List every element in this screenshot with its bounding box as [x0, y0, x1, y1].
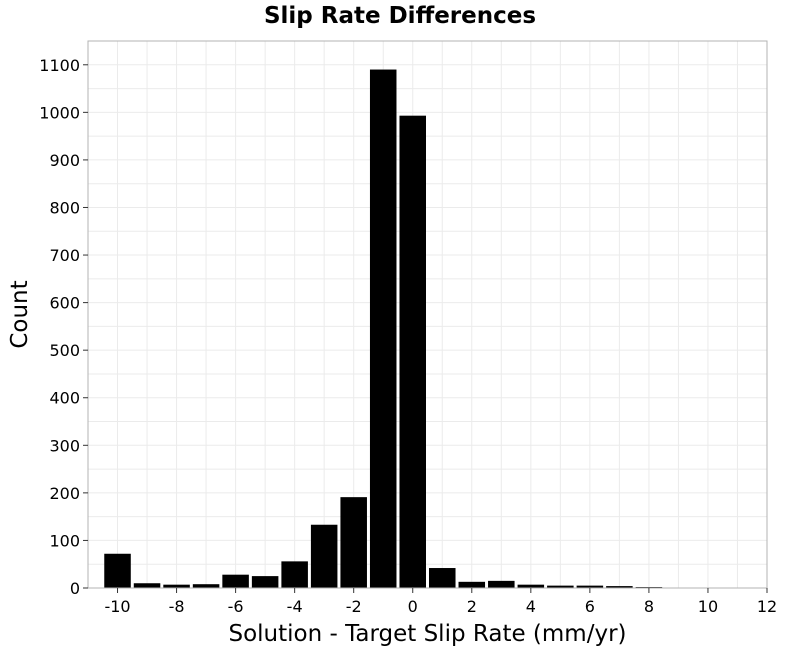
x-tick-label: -2	[346, 597, 362, 616]
histogram-bar	[576, 585, 604, 588]
y-tick-label: 500	[49, 341, 80, 360]
x-tick-label: 12	[757, 597, 777, 616]
y-tick-label: 800	[49, 198, 80, 217]
y-tick-label: 300	[49, 436, 80, 455]
histogram-bar	[429, 568, 456, 588]
histogram-bar	[192, 584, 220, 588]
x-tick-label: -4	[287, 597, 303, 616]
y-tick-label: 400	[49, 389, 80, 408]
histogram-bar	[517, 584, 545, 588]
y-tick-label: 900	[49, 151, 80, 170]
histogram-bar	[547, 585, 574, 588]
histogram-bar	[488, 580, 515, 588]
x-tick-label: 8	[644, 597, 654, 616]
y-tick-label: 0	[70, 579, 80, 598]
histogram-bar	[251, 576, 279, 588]
x-tick-label: 4	[526, 597, 536, 616]
plot-frame	[87, 40, 768, 589]
grid-lines	[87, 40, 768, 589]
histogram-bar	[281, 561, 308, 588]
histogram-bar	[458, 581, 486, 588]
histogram-bar	[399, 115, 426, 588]
x-tick-label: 6	[585, 597, 595, 616]
axis-ticks	[83, 64, 768, 593]
y-tick-label: 100	[49, 531, 80, 550]
y-axis-title: Count	[7, 280, 33, 348]
histogram-bar	[133, 583, 161, 588]
y-tick-label: 1000	[39, 103, 80, 122]
histogram-bar	[222, 574, 249, 588]
histogram-bar	[369, 69, 397, 589]
x-tick-label: -8	[169, 597, 185, 616]
chart-title: Slip Rate Differences	[263, 3, 537, 29]
y-tick-label: 700	[49, 246, 80, 265]
histogram-bar	[606, 586, 633, 588]
x-tick-label: -10	[104, 597, 130, 616]
x-axis-title: Solution - Target Slip Rate (mm/yr)	[229, 621, 627, 647]
histogram-bar	[104, 553, 131, 588]
histogram-bar	[340, 497, 367, 588]
histogram-bar	[310, 524, 338, 588]
x-tick-label: 10	[698, 597, 718, 616]
bars	[104, 69, 722, 589]
x-tick-label: 2	[467, 597, 477, 616]
y-tick-label: 1100	[39, 56, 80, 75]
x-tick-labels: -10 -8 -6 -4 -2 0 2 4 6 8 10 12	[104, 597, 777, 616]
x-tick-label: 0	[408, 597, 418, 616]
y-tick-label: 200	[49, 484, 80, 503]
y-tick-label: 600	[49, 294, 80, 313]
x-tick-label: -6	[228, 597, 244, 616]
y-tick-labels: 0 100 200 300 400 500 600 700 800 900 1000 1100	[39, 56, 80, 598]
histogram-bar	[163, 584, 190, 588]
